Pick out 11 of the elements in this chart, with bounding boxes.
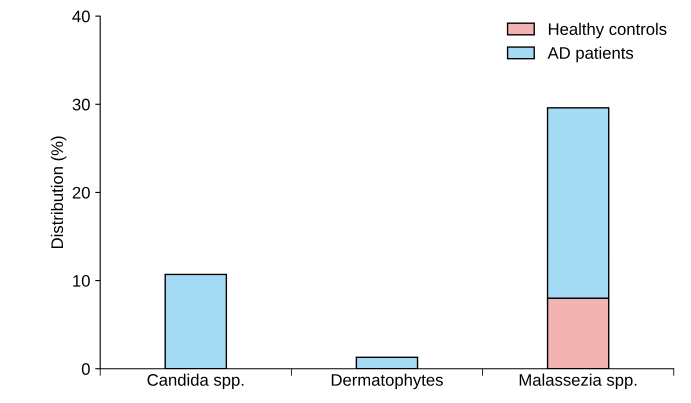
legend-label: AD patients <box>548 46 634 62</box>
x-tick-label: Malassezia spp. <box>520 374 636 390</box>
x-tick-label: Dermatophytes <box>332 374 443 390</box>
y-tick-label: 0 <box>82 363 90 375</box>
x-tick-label: Candida spp. <box>148 374 244 390</box>
y-tick-label: 20 <box>72 186 90 199</box>
y-tick-label: 10 <box>73 274 90 287</box>
legend-label: Healthy controls <box>548 22 666 38</box>
y-tick-label: 30 <box>72 98 90 110</box>
y-axis-title: Distribution (%) <box>50 136 66 248</box>
y-tick-label: 40 <box>72 10 90 22</box>
